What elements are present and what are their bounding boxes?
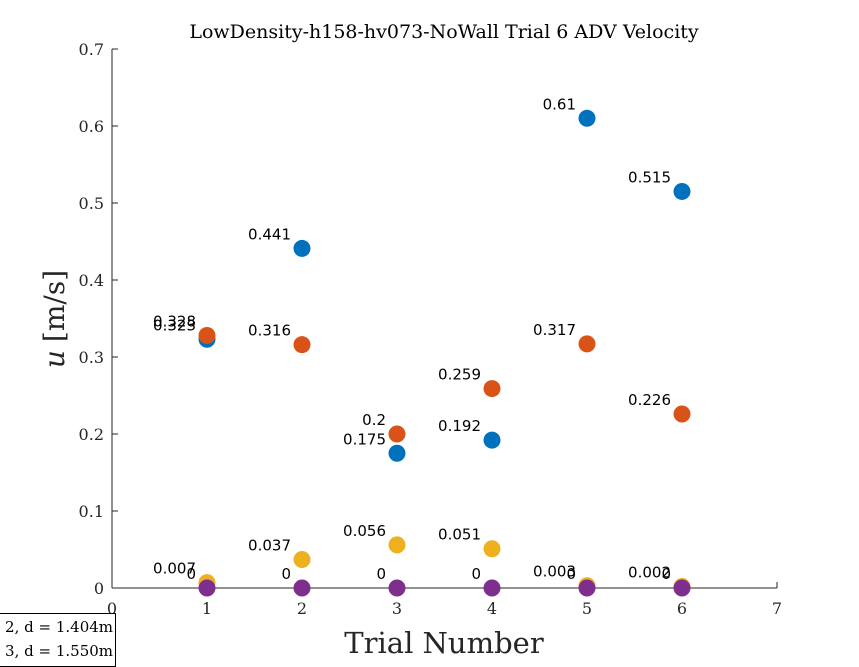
y-axis-label: u [m/s] bbox=[38, 270, 71, 368]
y-axis-label-variable: u bbox=[38, 350, 71, 368]
x-tick-label: 4 bbox=[487, 599, 497, 618]
y-tick-label: 0.7 bbox=[79, 40, 104, 59]
x-axis-label: Trial Number bbox=[344, 626, 544, 660]
data-point bbox=[388, 444, 406, 462]
x-tick-label: 1 bbox=[202, 599, 212, 618]
y-tick-label: 0.5 bbox=[79, 194, 104, 213]
data-point bbox=[673, 579, 691, 597]
y-axis-label-unit: [m/s] bbox=[38, 270, 71, 342]
data-label: 0 bbox=[661, 565, 671, 583]
data-label: 0.175 bbox=[343, 430, 386, 448]
data-label: 0 bbox=[566, 565, 576, 583]
data-label: 0 bbox=[376, 565, 386, 583]
y-tick-label: 0.3 bbox=[79, 348, 104, 367]
data-label: 0.61 bbox=[543, 95, 576, 113]
data-point bbox=[483, 540, 501, 558]
data-point bbox=[578, 335, 596, 353]
data-label: 0.316 bbox=[248, 322, 291, 340]
data-point bbox=[293, 239, 311, 257]
x-tick-label: 6 bbox=[677, 599, 687, 618]
data-label: 0.2 bbox=[362, 411, 386, 429]
legend-entry-1: 2, d = 1.404m bbox=[5, 618, 113, 636]
data-label: 0.003 bbox=[533, 563, 576, 581]
y-tick-label: 0.4 bbox=[79, 271, 104, 290]
data-label: 0.056 bbox=[343, 522, 386, 540]
x-tick-label: 5 bbox=[582, 599, 592, 618]
data-label: 0.259 bbox=[438, 366, 481, 384]
data-point bbox=[578, 109, 596, 127]
data-point bbox=[673, 405, 691, 423]
data-point bbox=[293, 336, 311, 354]
data-label: 0.192 bbox=[438, 417, 481, 435]
data-label: 0.323 bbox=[153, 316, 196, 334]
axes: 0 1 2 3 4 5 6 700.10.20.30.40.50.60.7 bbox=[79, 40, 783, 618]
data-point bbox=[483, 579, 501, 597]
y-tick-label: 0 bbox=[94, 579, 104, 598]
data-label: 0.037 bbox=[248, 537, 291, 555]
data-label: 0.317 bbox=[533, 321, 576, 339]
data-point bbox=[483, 380, 501, 398]
data-points bbox=[198, 109, 691, 597]
legend-entry-2: 3, d = 1.550m bbox=[5, 642, 113, 660]
data-label: 0 bbox=[471, 565, 481, 583]
data-point bbox=[483, 431, 501, 449]
data-label: 0.328 bbox=[153, 312, 196, 330]
data-label: 0.515 bbox=[628, 168, 671, 186]
data-label: 0.441 bbox=[248, 225, 291, 243]
x-tick-label: 3 bbox=[392, 599, 402, 618]
x-tick-label: 0 bbox=[107, 599, 117, 618]
data-point bbox=[578, 579, 596, 597]
y-tick-label: 0.6 bbox=[79, 117, 104, 136]
data-point bbox=[388, 536, 406, 554]
data-label: 0.051 bbox=[438, 526, 481, 544]
data-label: 0 bbox=[186, 565, 196, 583]
data-label: 0 bbox=[281, 565, 291, 583]
y-tick-label: 0.2 bbox=[79, 425, 104, 444]
data-label: 0.007 bbox=[153, 560, 196, 578]
data-label: 0.002 bbox=[628, 563, 671, 581]
x-tick-label: 2 bbox=[297, 599, 307, 618]
y-tick-label: 0.1 bbox=[79, 502, 104, 521]
legend: 2, d = 1.404m 3, d = 1.550m bbox=[0, 613, 116, 667]
x-tick-label: 7 bbox=[772, 599, 782, 618]
data-point bbox=[293, 551, 311, 569]
data-label: 0.226 bbox=[628, 391, 671, 409]
data-point bbox=[388, 579, 406, 597]
data-point bbox=[198, 326, 216, 344]
data-point bbox=[388, 425, 406, 443]
data-labels: 0.323 0.441 0.175 0.192 0.61 0.515 0.328 0.316 0… bbox=[153, 95, 671, 583]
data-point bbox=[293, 579, 311, 597]
data-point bbox=[673, 182, 691, 200]
data-point bbox=[198, 579, 216, 597]
chart-title: LowDensity-h158-hv073-NoWall Trial 6 ADV… bbox=[189, 21, 699, 43]
